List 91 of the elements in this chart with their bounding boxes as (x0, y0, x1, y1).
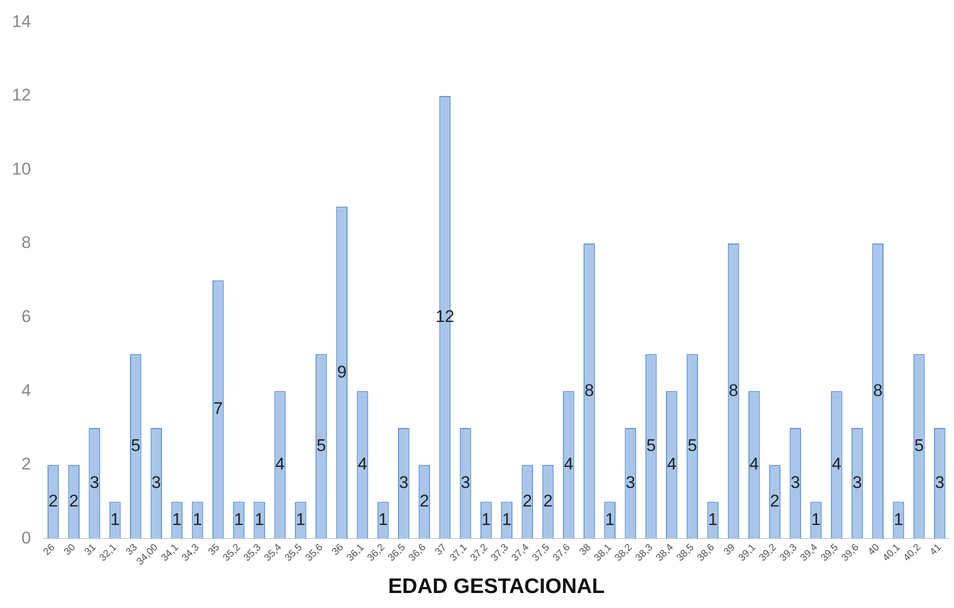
data-label: 4 (749, 454, 759, 474)
data-label: 2 (48, 491, 58, 510)
data-label: 5 (688, 436, 698, 456)
x-tick-label: 39,2 (757, 542, 780, 564)
data-label: 9 (337, 362, 347, 382)
x-tick-label: 36 (330, 542, 346, 558)
x-tick-label: 38,2 (612, 542, 635, 564)
x-tick-label: 37 (433, 542, 450, 558)
x-tick-label: 38,1 (592, 542, 614, 564)
data-label: 3 (852, 472, 862, 492)
data-label: 2 (69, 491, 79, 510)
x-tick-label: 35,4 (262, 542, 284, 564)
data-label: 3 (934, 472, 944, 492)
data-label: 1 (894, 510, 904, 529)
x-tick-label: 39,3 (778, 542, 800, 564)
data-label: 1 (708, 510, 718, 529)
data-label: 1 (172, 510, 182, 529)
x-tick-label: 34,1 (159, 542, 182, 564)
data-label: 5 (914, 436, 924, 456)
y-tick-label: 12 (12, 86, 31, 105)
x-tick-label: 38 (578, 542, 594, 558)
y-tick-label: 10 (12, 159, 31, 178)
x-tick-label: 37,4 (510, 542, 532, 564)
y-tick-label: 8 (21, 233, 31, 252)
data-label: 12 (435, 306, 454, 326)
data-label: 3 (152, 472, 162, 492)
data-label: 2 (770, 491, 780, 510)
data-label: 8 (873, 380, 883, 400)
data-label: 4 (666, 454, 676, 474)
x-tick-label: 36,1 (344, 542, 367, 564)
x-tick-label: 39,4 (798, 542, 820, 564)
y-tick-label: 6 (21, 306, 31, 326)
data-label: 4 (832, 454, 842, 474)
y-tick-label: 14 (12, 12, 31, 31)
x-tick-label: 37,6 (551, 542, 573, 564)
x-tick-label: 35,2 (221, 542, 244, 564)
data-label: 5 (316, 436, 326, 456)
data-label: 1 (378, 510, 388, 529)
x-tick-label: 38,3 (634, 542, 656, 564)
x-tick-label: 40 (866, 542, 882, 558)
data-label: 1 (502, 510, 512, 529)
data-label: 2 (543, 491, 553, 510)
x-tick-label: 35,6 (304, 542, 326, 564)
data-label: 3 (398, 472, 408, 492)
x-tick-label: 26 (42, 542, 58, 558)
data-label: 1 (254, 510, 264, 529)
x-tick-label: 39,6 (840, 542, 862, 564)
data-label: 1 (192, 510, 202, 529)
x-tick-label: 38,6 (695, 542, 718, 564)
x-tick-label: 34,3 (180, 542, 202, 564)
data-label: 3 (460, 472, 470, 492)
x-tick-label: 39 (722, 542, 738, 558)
x-tick-label: 39,1 (736, 542, 759, 564)
data-label: 4 (564, 454, 574, 474)
x-tick-label: 36,2 (366, 542, 388, 564)
data-label: 5 (130, 436, 140, 456)
x-axis-title: EDAD GESTACIONAL (388, 575, 605, 598)
data-label: 2 (420, 491, 430, 510)
x-tick-label: 40,2 (902, 542, 924, 564)
data-label: 2 (522, 491, 532, 510)
data-label: 4 (275, 454, 285, 474)
data-label: 3 (90, 472, 100, 492)
x-tick-label: 30 (62, 542, 78, 558)
x-tick-label: 33 (124, 542, 140, 558)
x-tick-label: 35 (206, 542, 223, 558)
y-tick-label: 0 (21, 528, 31, 548)
data-label: 4 (358, 454, 368, 474)
y-tick-label: 2 (21, 454, 31, 474)
x-tick-label: 37,3 (489, 542, 512, 564)
data-label: 1 (296, 510, 306, 529)
data-label: 1 (811, 510, 821, 529)
x-tick-label: 32,1 (98, 542, 120, 564)
x-tick-label: 37,2 (468, 542, 491, 564)
data-label: 1 (605, 510, 615, 529)
x-tick-label: 37,1 (448, 542, 470, 564)
data-label: 3 (626, 472, 636, 492)
data-label: 1 (234, 510, 244, 529)
data-label: 1 (481, 510, 491, 529)
y-tick-label: 4 (21, 380, 31, 400)
x-tick-label: 36,6 (406, 542, 429, 564)
x-tick-label: 35,3 (242, 542, 264, 564)
x-tick-label: 40,1 (880, 542, 903, 564)
data-label: 8 (728, 380, 738, 400)
x-tick-label: 31 (82, 542, 99, 558)
data-label: 8 (584, 380, 594, 400)
data-label: 7 (213, 399, 223, 418)
data-label: 5 (646, 436, 656, 456)
data-label: 3 (790, 472, 800, 492)
data-label: 1 (110, 510, 120, 529)
x-tick-label: 38,4 (654, 542, 676, 564)
x-tick-label: 41 (928, 542, 944, 558)
